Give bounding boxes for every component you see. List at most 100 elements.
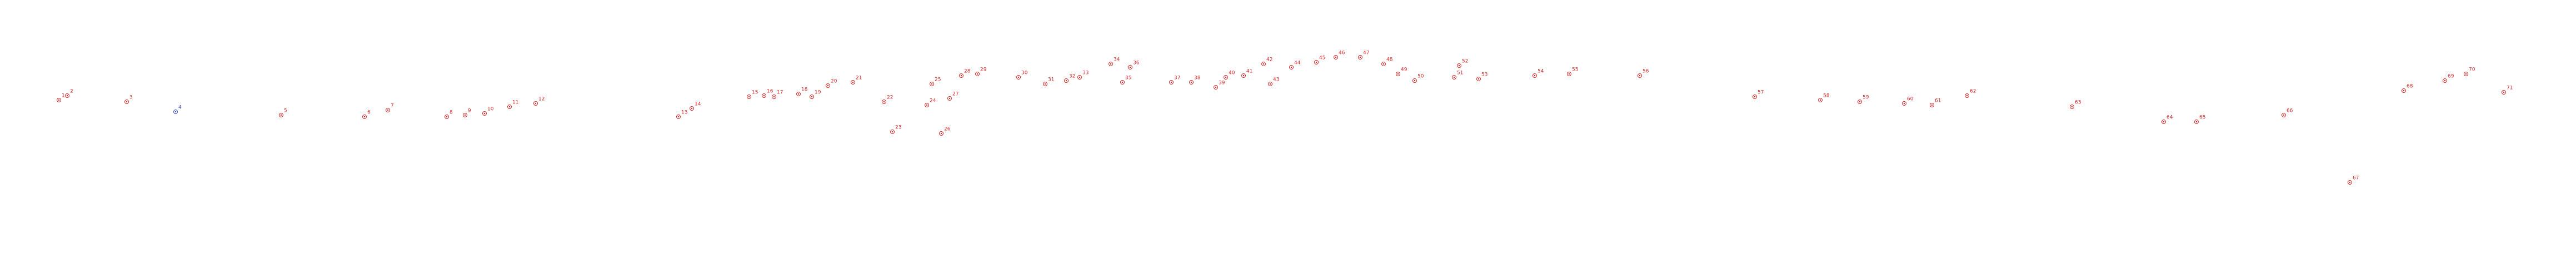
point <box>1268 82 1272 86</box>
point <box>57 98 61 102</box>
point-label: 38 <box>1194 76 1201 81</box>
point-label: 43 <box>1273 77 1279 83</box>
point-label: 6 <box>367 110 371 116</box>
point-center <box>66 95 68 97</box>
point-center <box>926 104 928 106</box>
point-center <box>1397 73 1399 75</box>
point-center <box>2403 90 2405 92</box>
point-center <box>1170 81 1172 83</box>
point-center <box>1414 80 1416 82</box>
point-label: 53 <box>1481 72 1487 78</box>
point-center <box>535 102 537 105</box>
point-center <box>2195 121 2198 123</box>
point <box>1930 103 1934 107</box>
point-center <box>1017 76 1020 78</box>
point-center <box>1044 83 1046 85</box>
point <box>810 95 814 99</box>
point <box>124 100 129 104</box>
point <box>975 72 980 76</box>
point <box>1128 65 1132 70</box>
point <box>1077 75 1082 80</box>
point-label: 7 <box>391 103 394 109</box>
point-center <box>1931 104 1933 106</box>
point-center <box>940 132 942 135</box>
point-center <box>280 114 282 116</box>
point-center <box>483 112 486 115</box>
point-center <box>748 96 750 98</box>
point-label: 1 <box>62 93 65 99</box>
point <box>939 131 943 136</box>
point-label: 28 <box>964 69 971 75</box>
point <box>676 115 681 119</box>
point <box>1965 93 1969 98</box>
point-label: 70 <box>2469 67 2475 73</box>
point-label: 56 <box>1643 69 1649 75</box>
point-center <box>2163 121 2165 123</box>
point <box>1412 78 1417 83</box>
point-center <box>1225 76 1227 78</box>
point <box>882 100 886 104</box>
point-label: 59 <box>1863 95 1869 101</box>
point-label: 63 <box>2075 100 2081 106</box>
point <box>1314 60 1319 64</box>
point-center <box>811 96 813 98</box>
point-center <box>948 97 951 100</box>
point <box>1452 75 1456 80</box>
point <box>1043 82 1047 86</box>
point <box>1532 73 1537 78</box>
point <box>2161 120 2166 124</box>
point-label: 33 <box>1082 71 1089 76</box>
point <box>1858 100 1862 104</box>
point-label: 10 <box>487 107 494 112</box>
point-center <box>1121 81 1124 83</box>
point-label: 3 <box>129 95 133 101</box>
point-label: 44 <box>1294 61 1301 66</box>
point-label: 62 <box>1970 89 1976 95</box>
point-center <box>1903 102 1905 105</box>
point-center <box>1079 76 1081 78</box>
point <box>1334 55 1338 59</box>
point-label: 69 <box>2448 74 2454 80</box>
point-center <box>2349 181 2351 183</box>
point <box>2348 180 2352 185</box>
point-label: 41 <box>1246 69 1252 75</box>
point <box>1016 75 1021 80</box>
point <box>1289 65 1294 70</box>
point-center <box>691 107 693 110</box>
point <box>1214 85 1218 90</box>
point <box>362 115 367 119</box>
point-label: 52 <box>1462 59 1468 64</box>
point-label: 9 <box>468 108 471 114</box>
point-label: 18 <box>801 87 808 93</box>
point <box>533 101 538 106</box>
point-center <box>976 73 979 75</box>
point <box>1567 72 1571 76</box>
point <box>65 93 69 98</box>
point-center <box>126 101 128 103</box>
point <box>2464 72 2468 76</box>
point-center <box>508 106 511 108</box>
point-center <box>1269 83 1271 85</box>
point-label: 71 <box>2507 86 2513 91</box>
point-center <box>773 96 775 98</box>
point <box>747 95 751 99</box>
point-label: 4 <box>178 105 182 111</box>
point-label: 55 <box>1572 67 1578 73</box>
point-center <box>363 116 366 118</box>
point-label: 34 <box>1114 57 1120 63</box>
point-center <box>1382 63 1385 65</box>
point-center <box>891 131 893 133</box>
point <box>1396 72 1400 76</box>
point-center <box>883 101 885 103</box>
point-label: 5 <box>284 108 287 114</box>
point <box>1381 62 1386 66</box>
point-label: 15 <box>752 90 758 96</box>
point-center <box>763 95 765 97</box>
point <box>482 111 487 116</box>
point <box>1261 62 1266 66</box>
point <box>2502 90 2506 95</box>
point-center <box>1639 75 1641 77</box>
point <box>890 130 895 134</box>
point-center <box>2071 106 2073 108</box>
